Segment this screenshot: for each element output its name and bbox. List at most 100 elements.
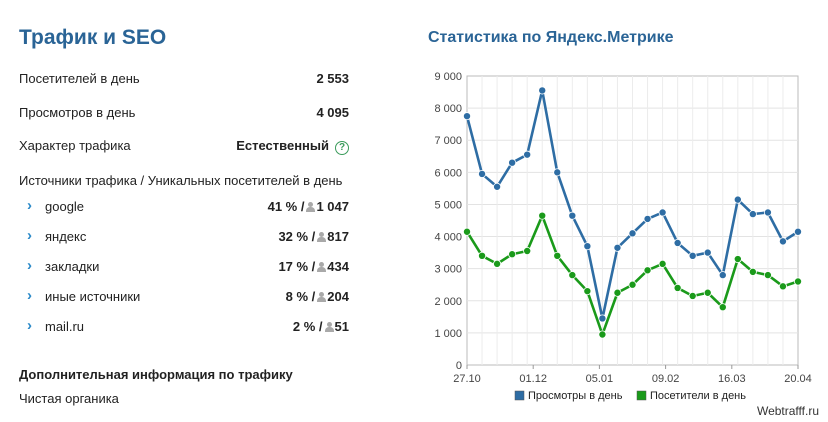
legend-swatch [514,390,525,401]
y-tick-label: 7 000 [434,135,462,147]
source-name: закладки [45,259,100,274]
extra-info-organic[interactable]: Чистая органика [19,391,119,406]
source-stat: 17 % / 434 [278,259,349,274]
data-point [583,242,592,251]
source-percent: 32 % / [278,229,316,244]
chevron-right-icon: › [27,287,32,304]
source-item-google[interactable]: › google 41 % / 1 047 [19,197,349,217]
data-point [493,259,502,268]
y-tick-label: 1 000 [434,328,462,340]
source-item-bookmarks[interactable]: › закладки 17 % / 434 [19,257,349,277]
source-stat: 32 % / 817 [278,229,349,244]
visitors-value: 2 553 [316,71,349,86]
views-value: 4 095 [316,105,349,120]
views-row: Просмотров в день 4 095 [19,105,349,120]
chevron-right-icon: › [27,197,32,214]
traffic-character-row: Характер трафика Естественный? [19,138,349,155]
watermark: Webtrafff.ru [756,404,819,418]
legend-swatch [636,390,647,401]
data-point [778,282,787,291]
person-icon [317,232,327,242]
data-point [703,248,712,257]
source-count: 434 [327,259,349,274]
x-tick-label: 01.12 [519,373,547,385]
person-icon [306,202,316,212]
chevron-right-icon: › [27,257,32,274]
data-point [508,158,517,167]
data-point [763,208,772,217]
data-point [718,271,727,280]
data-point [568,211,577,220]
data-point [643,214,652,223]
data-point [643,266,652,275]
x-tick-label: 05.01 [586,373,614,385]
source-stat: 2 % / 51 [293,319,349,334]
y-tick-label: 4 000 [434,232,462,244]
visitors-label: Посетителей в день [19,71,140,86]
legend-entry: Посетители в день [650,390,746,402]
source-count: 204 [327,289,349,304]
y-tick-label: 3 000 [434,264,462,276]
source-percent: 8 % / [285,289,316,304]
y-tick-label: 9 000 [434,71,462,83]
source-stat: 8 % / 204 [286,289,349,304]
source-name: google [45,199,85,214]
x-tick-label: 16.03 [718,373,746,385]
data-point [478,251,487,260]
source-name: иные источники [45,289,141,304]
data-point [598,314,607,323]
source-item-mailru[interactable]: › mail.ru 2 % / 51 [19,317,349,337]
source-count: 51 [334,319,349,334]
data-point [748,210,757,219]
data-point [553,168,562,177]
source-percent: 17 % / [278,259,316,274]
data-point [733,255,742,264]
data-point [733,195,742,204]
data-point [794,277,803,286]
source-count: 1 047 [316,199,349,214]
x-tick-label: 20.04 [784,373,812,385]
data-point [778,237,787,246]
help-icon[interactable]: ? [335,141,349,155]
data-point [658,208,667,217]
data-point [613,288,622,297]
data-point [538,86,547,95]
data-point [613,243,622,252]
data-point [628,229,637,238]
person-icon [324,322,334,332]
y-tick-label: 5 000 [434,199,462,211]
data-point [538,211,547,220]
source-name: mail.ru [45,319,85,334]
data-point [553,251,562,260]
data-point [568,271,577,280]
data-point [598,330,607,339]
data-point [583,287,592,296]
chevron-right-icon: › [27,317,32,334]
traffic-character-value: Естественный? [236,138,349,155]
source-count: 817 [327,229,349,244]
data-point [718,303,727,312]
extra-info-title: Дополнительная информация по трафику [19,367,293,382]
source-name: яндекс [45,229,87,244]
data-point [688,251,697,260]
data-point [763,271,772,280]
source-percent: 41 % / [267,199,305,214]
data-point [462,227,471,236]
source-item-yandex[interactable]: › яндекс 32 % / 817 [19,227,349,247]
chart-title: Статистика по Яндекс.Метрике [428,29,674,46]
x-tick-label: 27.10 [453,373,481,385]
data-point [478,169,487,178]
source-item-other[interactable]: › иные источники 8 % / 204 [19,287,349,307]
legend-entry: Просмотры в день [528,390,623,402]
source-percent: 2 % / [292,319,323,334]
data-point [703,288,712,297]
data-point [628,280,637,289]
section-title: Трафик и SEO [19,26,167,49]
y-tick-label: 2 000 [434,296,462,308]
data-point [658,259,667,268]
data-point [493,182,502,191]
y-tick-label: 0 [456,360,462,372]
data-point [748,267,757,276]
data-point [673,283,682,292]
